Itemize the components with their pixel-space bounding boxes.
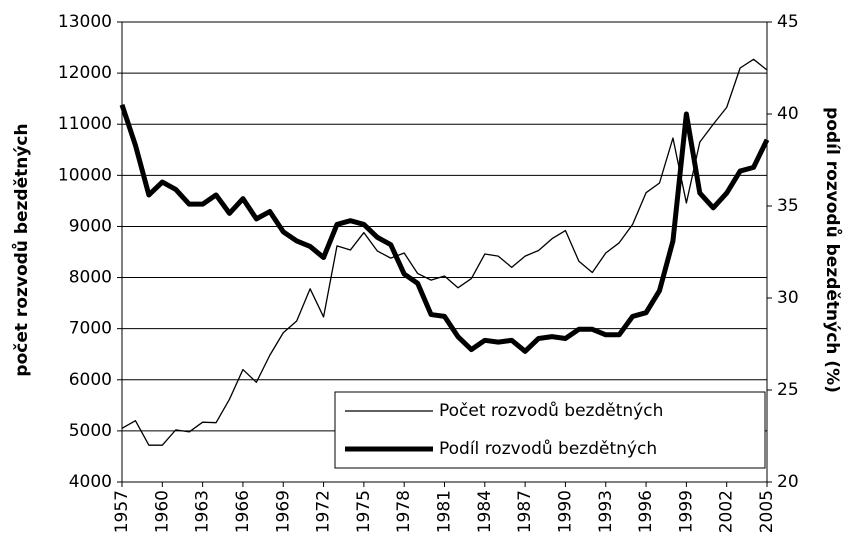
y2-tick-label: 35	[777, 196, 799, 216]
x-tick-label: 1990	[555, 490, 575, 533]
series-line	[121, 58, 768, 446]
y2-tick-label: 30	[777, 288, 799, 308]
y2-tick-label: 20	[777, 472, 799, 492]
y-tick-label: 6000	[69, 370, 112, 390]
y-tick-label: 10000	[58, 165, 112, 185]
x-tick-label: 1999	[676, 490, 696, 533]
y2-tick-label: 25	[777, 380, 799, 400]
x-tick-label: 1963	[193, 490, 213, 533]
x-tick-label: 1993	[596, 490, 616, 533]
x-tick-label: 1960	[152, 490, 172, 533]
y-tick-label: 7000	[69, 319, 112, 339]
x-tick-label: 2002	[717, 490, 737, 533]
x-tick-label: 2005	[757, 490, 777, 533]
y2-axis-label: podíl rozvodů bezdětných (%)	[822, 107, 844, 393]
y-tick-label: 9000	[69, 216, 112, 236]
y-axis-label: počet rozvodů bezdětných	[10, 123, 32, 376]
legend-label: Počet rozvodů bezdětných	[439, 401, 663, 421]
y-tick-label: 11000	[58, 114, 112, 134]
y-tick-label: 4000	[69, 472, 112, 492]
plot-frame	[121, 21, 768, 483]
x-tick-label: 1975	[354, 490, 374, 533]
x-tick-label: 1987	[515, 490, 535, 533]
legend-box	[334, 391, 766, 469]
y-tick-label: 5000	[69, 421, 112, 441]
x-tick-label: 1981	[435, 490, 455, 533]
y2-tick-label: 40	[777, 104, 799, 124]
series-line	[119, 104, 770, 354]
x-tick-label: 1996	[636, 490, 656, 533]
x-tick-label: 1966	[233, 490, 253, 533]
y2-tick-label: 45	[777, 12, 799, 32]
legend-label: Podíl rozvodů bezdětných	[439, 439, 657, 459]
x-tick-label: 1984	[475, 490, 495, 533]
x-tick-label: 1978	[394, 490, 414, 533]
y-tick-label: 8000	[69, 268, 112, 288]
y-tick-label: 13000	[58, 12, 112, 32]
x-tick-label: 1972	[314, 490, 334, 533]
x-tick-label: 1969	[273, 490, 293, 533]
y-tick-label: 12000	[58, 63, 112, 83]
x-tick-label: 1957	[112, 490, 132, 533]
